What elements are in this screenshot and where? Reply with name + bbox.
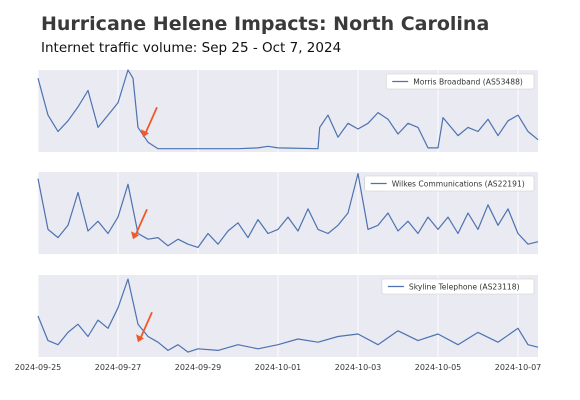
panel-1: Morris Broadband (AS53488)	[37, 69, 539, 152]
x-axis-ticks: 2024-09-25 2024-09-27 2024-09-29 2024-10-01…	[15, 363, 542, 372]
series-line	[37, 69, 539, 150]
chart-subtitle: Internet traffic volume: Sep 25 - Oct 7,…	[41, 40, 341, 56]
arrow-head	[141, 129, 149, 138]
chart-panels: Morris Broadband (AS53488) Wilkes Communi…	[37, 69, 539, 357]
annotation-arrow	[131, 208, 148, 240]
x-tick-label: 2024-10-03	[335, 363, 382, 372]
legend: Morris Broadband (AS53488)	[385, 73, 535, 90]
chart-title: Hurricane Helene Impacts: North Carolina	[41, 13, 489, 35]
annotation-arrow	[141, 106, 158, 138]
x-tick-label: 2024-10-07	[495, 363, 542, 372]
legend-box	[385, 73, 535, 90]
arrow-shaft	[134, 208, 148, 237]
legend: Skyline Telephone (AS23118)	[381, 278, 535, 295]
x-tick-label: 2024-09-29	[175, 363, 222, 372]
series-line	[37, 173, 539, 248]
legend-label: Wilkes Communications (AS22191)	[392, 180, 525, 189]
x-tick-label: 2024-09-25	[15, 363, 62, 372]
x-tick-label: 2024-10-05	[415, 363, 462, 372]
arrow-head	[136, 334, 144, 343]
x-tick-label: 2024-10-01	[255, 363, 302, 372]
annotation-arrow	[136, 311, 153, 343]
legend-label: Skyline Telephone (AS23118)	[409, 283, 520, 292]
arrow-shaft	[139, 311, 153, 340]
legend-label: Morris Broadband (AS53488)	[413, 78, 523, 87]
panel-3: Skyline Telephone (AS23118)	[37, 275, 539, 357]
legend: Wilkes Communications (AS22191)	[364, 175, 535, 192]
arrow-shaft	[144, 106, 158, 135]
x-tick-label: 2024-09-27	[95, 363, 142, 372]
series-line	[37, 278, 539, 353]
legend-box	[381, 278, 535, 295]
arrow-head	[131, 231, 139, 240]
legend-box	[364, 175, 535, 192]
panel-2: Wilkes Communications (AS22191)	[37, 172, 539, 254]
